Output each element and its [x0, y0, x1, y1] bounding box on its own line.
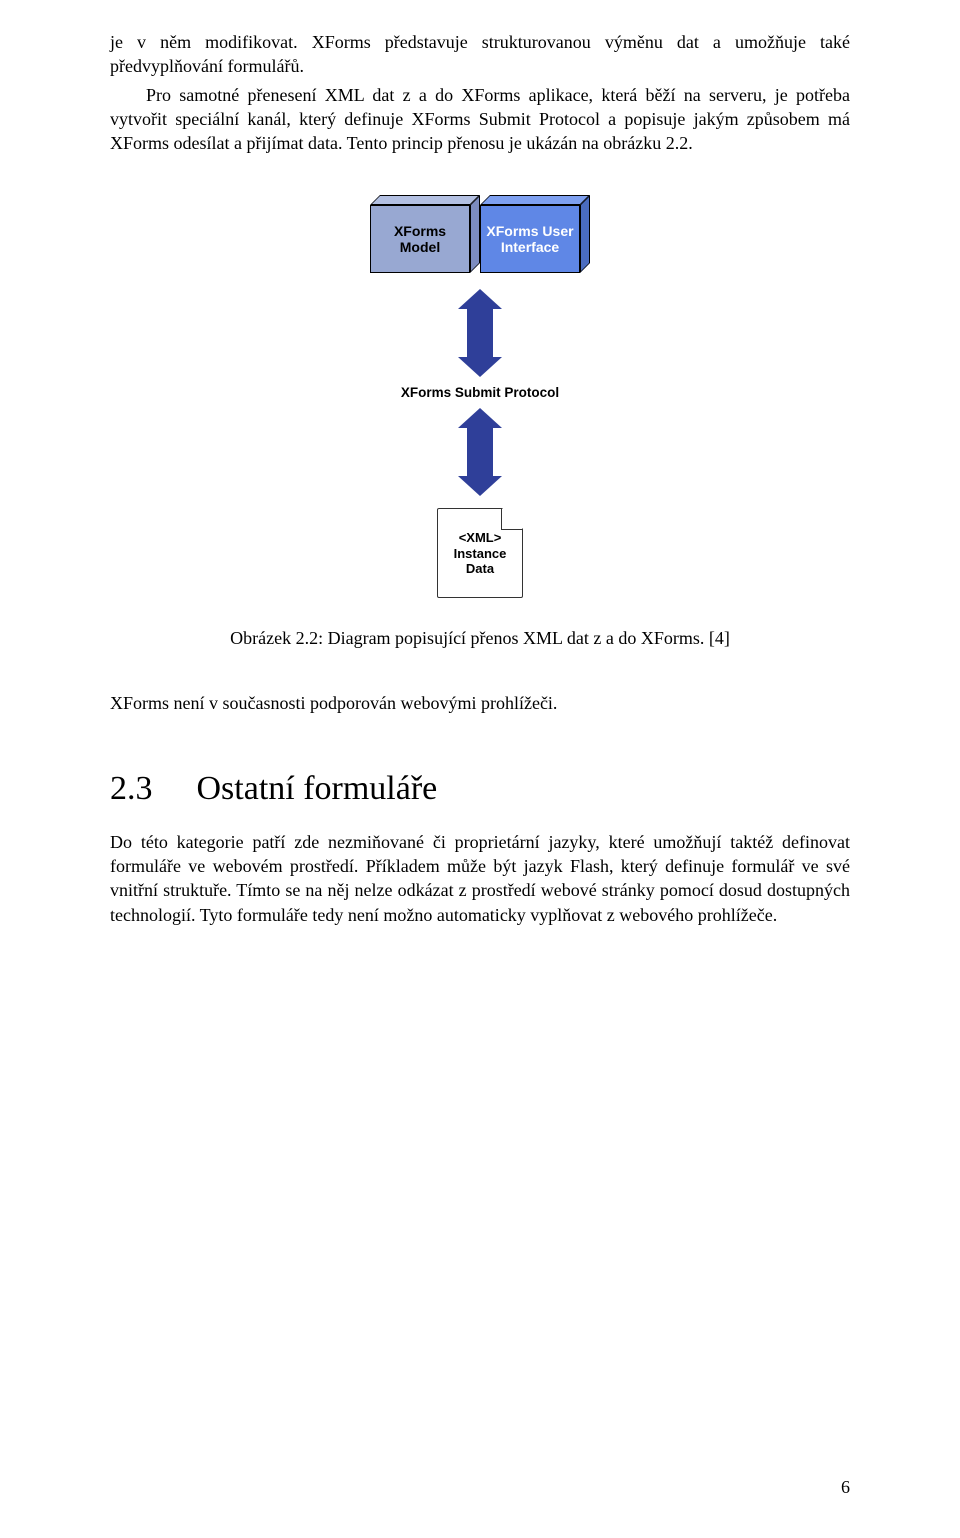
- diagram-xml-box-label: <XML> Instance Data: [444, 530, 516, 577]
- diagram-arrow-top: [458, 289, 502, 377]
- section-heading: 2.3 Ostatní formuláře: [110, 770, 850, 808]
- xforms-diagram: XForms Model XForms User Interface XForm…: [350, 195, 610, 598]
- diagram-node-model-face: XForms Model: [370, 205, 470, 273]
- diagram-node-model-side: [470, 195, 480, 273]
- section-body: Do této kategorie patří zde nezmiňované …: [110, 830, 850, 927]
- diagram-top-boxes: XForms Model XForms User Interface: [370, 195, 590, 273]
- diagram-node-ui-top: [480, 195, 590, 205]
- diagram-node-model: XForms Model: [370, 195, 480, 273]
- page: je v něm modifikovat. XForms představuje…: [0, 0, 960, 1538]
- arrow-stem-top: [467, 309, 493, 357]
- diagram-protocol-label: XForms Submit Protocol: [401, 385, 559, 400]
- diagram-container: XForms Model XForms User Interface XForm…: [110, 195, 850, 598]
- arrow-down-icon: [458, 357, 502, 377]
- mid-paragraph: XForms není v současnosti podporován web…: [110, 691, 850, 715]
- section-number: 2.3: [110, 770, 153, 808]
- diagram-node-ui: XForms User Interface: [480, 195, 590, 273]
- intro-paragraph-2: Pro samotné přenesení XML dat z a do XFo…: [110, 83, 850, 156]
- diagram-node-ui-face: XForms User Interface: [480, 205, 580, 273]
- figure-caption: Obrázek 2.2: Diagram popisující přenos X…: [110, 628, 850, 649]
- section-title: Ostatní formuláře: [197, 770, 438, 808]
- arrow-up-icon-2: [458, 408, 502, 428]
- diagram-arrow-bottom: [458, 408, 502, 496]
- diagram-node-model-label: XForms Model: [375, 223, 465, 255]
- diagram-xml-box: <XML> Instance Data: [437, 508, 523, 598]
- diagram-node-ui-label: XForms User Interface: [485, 223, 575, 255]
- diagram-node-model-top: [370, 195, 480, 205]
- page-number: 6: [841, 1477, 850, 1498]
- arrow-down-icon-2: [458, 476, 502, 496]
- arrow-stem-bottom: [467, 428, 493, 476]
- arrow-up-icon: [458, 289, 502, 309]
- diagram-node-ui-side: [580, 195, 590, 273]
- intro-paragraph-1: je v něm modifikovat. XForms představuje…: [110, 30, 850, 79]
